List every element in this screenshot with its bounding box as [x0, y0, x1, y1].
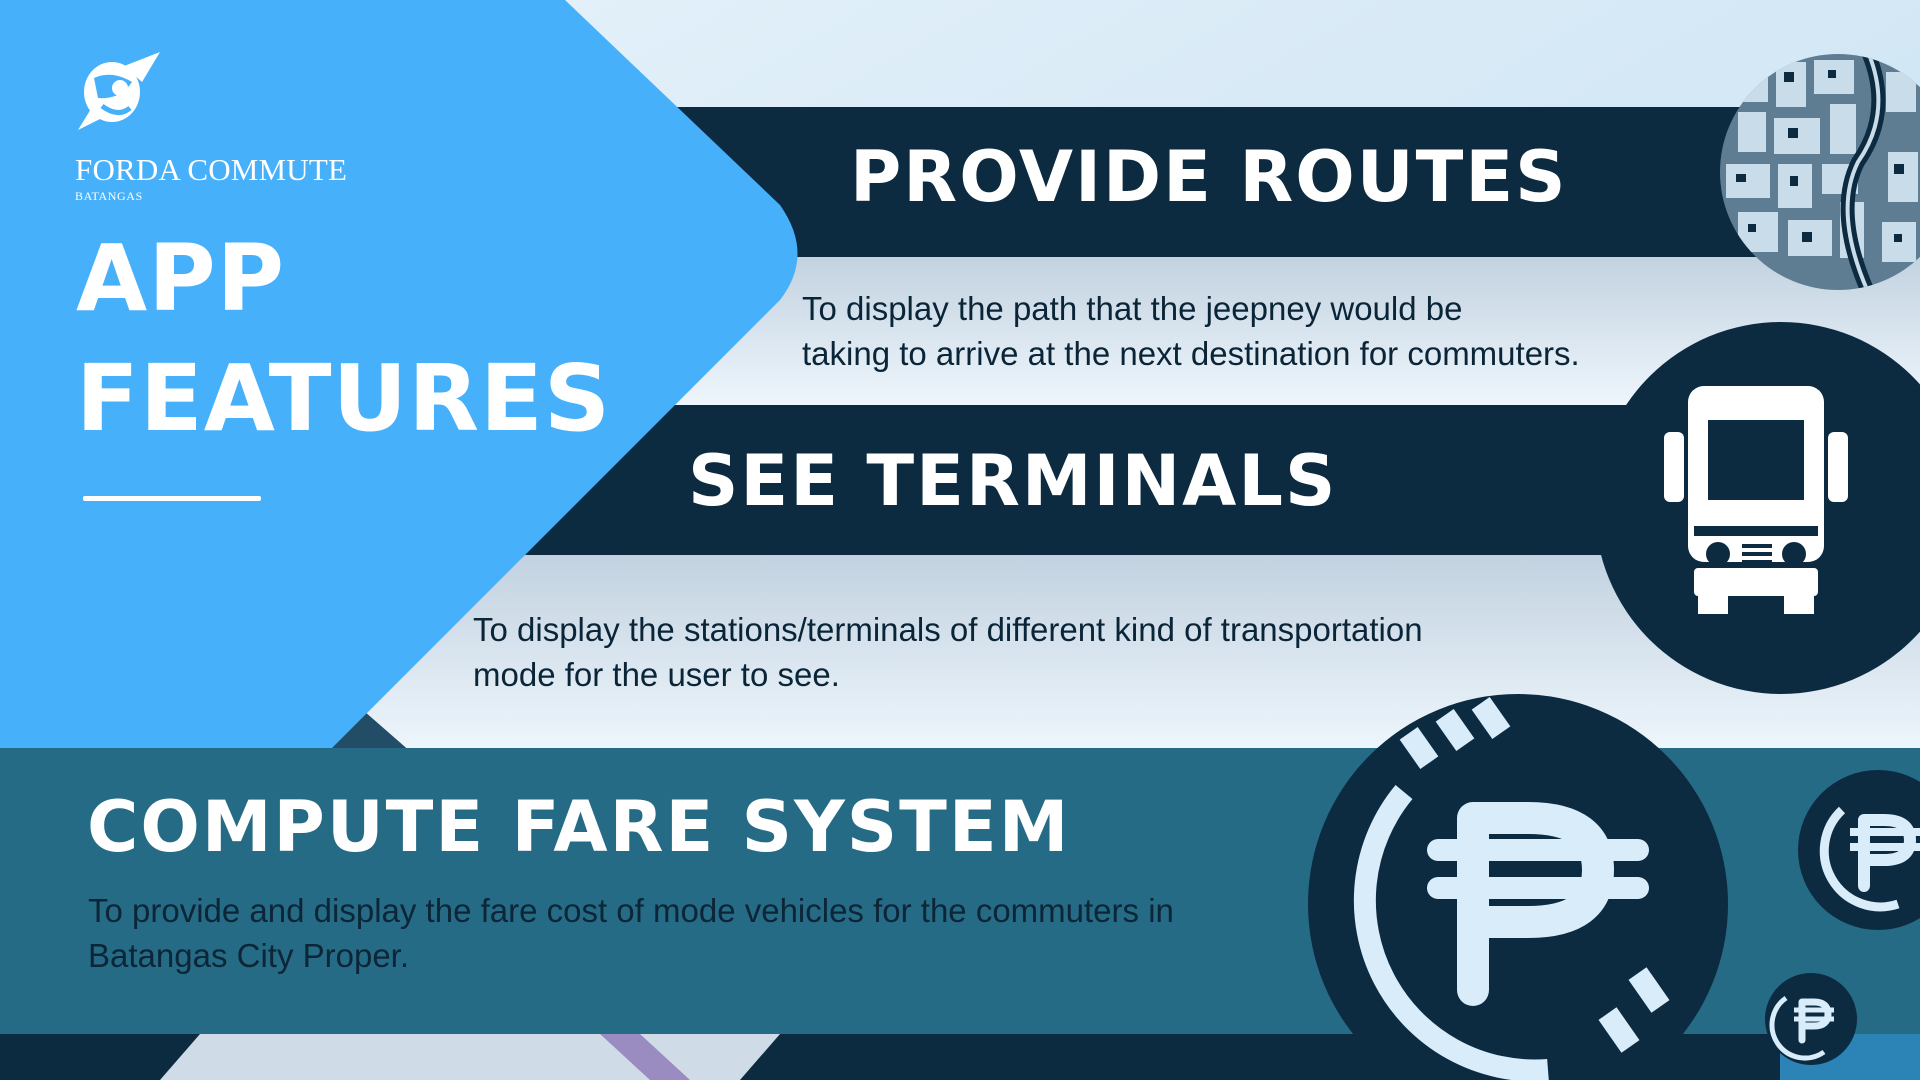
feature-title-fare: COMPUTE FARE SYSTEM [87, 786, 1071, 868]
feature-title-routes: PROVIDE ROUTES [850, 136, 1568, 218]
feature-title-terminals: SEE TERMINALS [688, 440, 1338, 522]
feature-desc-terminals-line1: To display the stations/terminals of dif… [473, 611, 1423, 648]
feature-desc-fare-line2: Batangas City Proper. [88, 937, 410, 974]
feature-desc-fare: To provide and display the fare cost of … [88, 888, 1174, 978]
city-map-icon [1720, 54, 1920, 290]
feature-desc-fare-line1: To provide and display the fare cost of … [88, 892, 1174, 929]
orbit-logo-icon [78, 52, 160, 130]
hero-title-line2: FEATURES [76, 345, 612, 452]
feature-desc-routes-line2: taking to arrive at the next destination… [802, 335, 1580, 372]
hero-title-line1: APP [76, 225, 286, 332]
brand-name: FORDA COMMUTE [75, 152, 348, 187]
feature-desc-terminals-line2: mode for the user to see. [473, 656, 840, 693]
feature-desc-terminals: To display the stations/terminals of dif… [473, 607, 1423, 697]
peso-coin-small-icon [1798, 770, 1920, 930]
feature-desc-routes: To display the path that the jeepney wou… [802, 286, 1580, 376]
peso-coin-tiny-icon [1765, 973, 1857, 1065]
hero-underline [83, 496, 261, 501]
bus-icon [1595, 322, 1920, 694]
feature-desc-routes-line1: To display the path that the jeepney wou… [802, 290, 1463, 327]
peso-coin-icon [1308, 694, 1728, 1080]
brand-subtitle: BATANGAS [75, 189, 143, 203]
